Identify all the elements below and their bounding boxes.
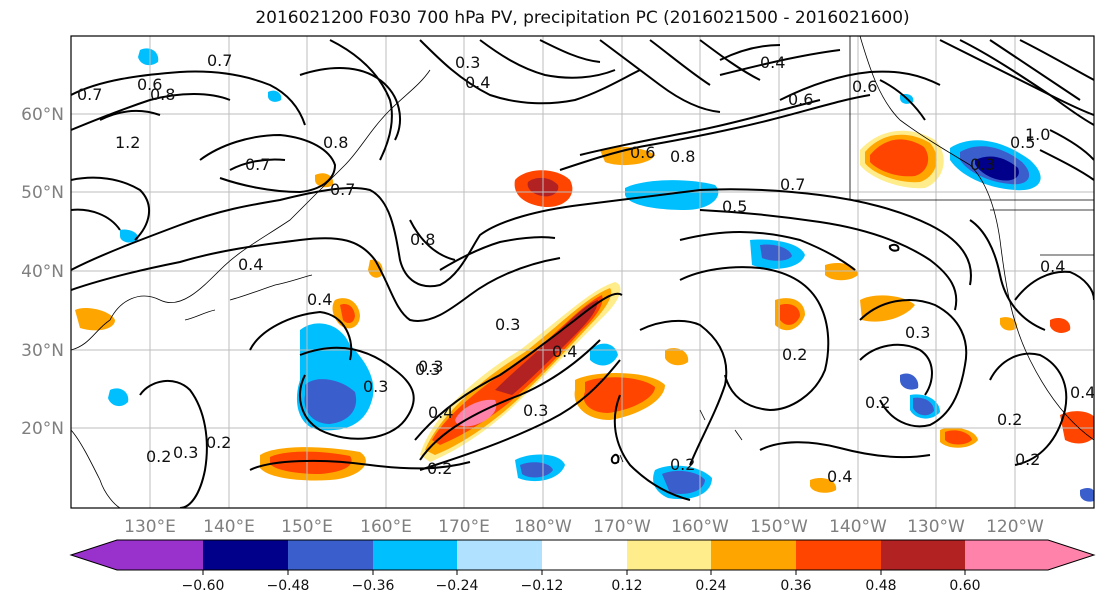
contour-label: 0.3 xyxy=(905,323,930,342)
contour-label: 0.2 xyxy=(865,393,890,412)
contour-label: 0.4 xyxy=(760,53,785,72)
colorbar-tick-label: 0.12 xyxy=(611,578,642,594)
contour-label: 1.2 xyxy=(115,133,140,152)
contour-label: 0.6 xyxy=(788,90,813,109)
colorbar-segment xyxy=(71,540,203,570)
colorbar-tick-label: 0.24 xyxy=(695,578,726,594)
colorbar-segment xyxy=(457,540,542,570)
colorbar-segment xyxy=(288,540,373,570)
lon-label: 130°W xyxy=(907,517,965,537)
contour-label: 0.8 xyxy=(150,85,175,104)
pv-contours xyxy=(71,39,1094,508)
lon-label: 140°E xyxy=(203,517,255,537)
longitude-labels: 130°E 140°E 150°E 160°E 170°E 180°W 170°… xyxy=(124,517,1044,537)
lon-label: 160°E xyxy=(360,517,412,537)
colorbar-tick-label: −0.60 xyxy=(182,578,225,594)
contour-label: 0.3 xyxy=(455,53,480,72)
contour-label: 0.3 xyxy=(415,360,440,379)
lon-label: 130°E xyxy=(124,517,176,537)
lon-label: 120°W xyxy=(986,517,1044,537)
contour-label: 0.2 xyxy=(670,455,695,474)
coastlines xyxy=(71,36,1094,508)
contour-label: 0.3 xyxy=(523,401,548,420)
map-title: 2016021200 F030 700 hPa PV, precipitatio… xyxy=(255,8,910,28)
contour-label: 0.4 xyxy=(465,73,490,92)
contour-label: 0.4 xyxy=(428,403,453,422)
colorbar-outline xyxy=(69,539,1096,571)
contour-label: 0.3 xyxy=(418,357,443,376)
colorbar: −0.60 −0.48 −0.36 −0.24 −0.12 0.12 0.24 … xyxy=(69,539,1096,594)
contour-label: 0.4 xyxy=(307,290,332,309)
colorbar-tick-label: 0.36 xyxy=(780,578,811,594)
colorbar-segment xyxy=(542,540,627,570)
lon-label: 150°E xyxy=(281,517,333,537)
latitude-labels: 60°N 50°N 40°N 30°N 20°N xyxy=(21,105,64,439)
contour-label: 0.2 xyxy=(427,459,452,478)
lat-label: 60°N xyxy=(21,105,64,125)
contour-label: 0.2 xyxy=(1015,450,1040,469)
contour-label: 0.4 xyxy=(238,255,263,274)
lon-label: 170°W xyxy=(593,517,651,537)
contour-labels: 0.7 0.6 0.7 0.8 1.2 0.8 0.7 0.7 0.4 0.8 … xyxy=(77,51,1095,486)
lat-label: 50°N xyxy=(21,183,64,203)
colorbar-segment xyxy=(203,540,288,570)
colorbar-segment xyxy=(965,540,1094,570)
contour-label: 0.5 xyxy=(1010,133,1035,152)
colorbar-segment xyxy=(627,540,711,570)
colorbar-segment xyxy=(711,540,796,570)
lat-label: 30°N xyxy=(21,341,64,361)
contour-label: 0.3 xyxy=(970,155,995,174)
colorbar-segment xyxy=(881,540,965,570)
contour-label: 1.0 xyxy=(1025,125,1050,144)
contour-label: 0.8 xyxy=(323,133,348,152)
colorbar-segment xyxy=(373,540,457,570)
contour-label: 0.5 xyxy=(722,197,747,216)
contour-label: 0.2 xyxy=(997,410,1022,429)
contour-label: 0.8 xyxy=(410,230,435,249)
contour-label: 0.3 xyxy=(363,377,388,396)
contour-label: 0.6 xyxy=(852,77,877,96)
contour-label: 0.6 xyxy=(630,143,655,162)
colorbar-tick-label: −0.12 xyxy=(521,578,564,594)
lon-label: 160°W xyxy=(671,517,729,537)
contour-label: 0.7 xyxy=(330,180,355,199)
map-frame xyxy=(70,35,1095,509)
contour-label: 0.7 xyxy=(245,155,270,174)
contour-label: 0.4 xyxy=(827,467,852,486)
colorbar-tick-label: −0.24 xyxy=(436,578,479,594)
colorbar-tick-label: −0.48 xyxy=(267,578,310,594)
lon-label: 180°W xyxy=(514,517,572,537)
contour-label: 0.2 xyxy=(206,433,231,452)
contour-label: 0.4 xyxy=(1040,257,1065,276)
colorbar-segment xyxy=(796,540,881,570)
contour-label: 0.2 xyxy=(146,447,171,466)
lon-label: 140°W xyxy=(829,517,887,537)
contour-label: 0.7 xyxy=(780,175,805,194)
lon-label: 170°E xyxy=(438,517,490,537)
lat-label: 40°N xyxy=(21,262,64,282)
lon-label: 150°W xyxy=(750,517,808,537)
lat-label: 20°N xyxy=(21,419,64,439)
contour-label: 0.7 xyxy=(77,85,102,104)
contour-label: 0.3 xyxy=(495,315,520,334)
contour-label: 0.4 xyxy=(552,342,577,361)
contour-label: 0.6 xyxy=(137,75,162,94)
contour-label: 0.4 xyxy=(1070,383,1095,402)
colorbar-tick-label: 0.48 xyxy=(865,578,896,594)
colorbar-tick-label: 0.60 xyxy=(949,578,980,594)
contour-label: 0.2 xyxy=(782,345,807,364)
contour-label: 0.8 xyxy=(670,147,695,166)
contour-label: 0.3 xyxy=(173,443,198,462)
map-frame-background xyxy=(71,36,1094,508)
contour-label: 0.7 xyxy=(207,51,232,70)
colorbar-tick-label: −0.36 xyxy=(352,578,395,594)
